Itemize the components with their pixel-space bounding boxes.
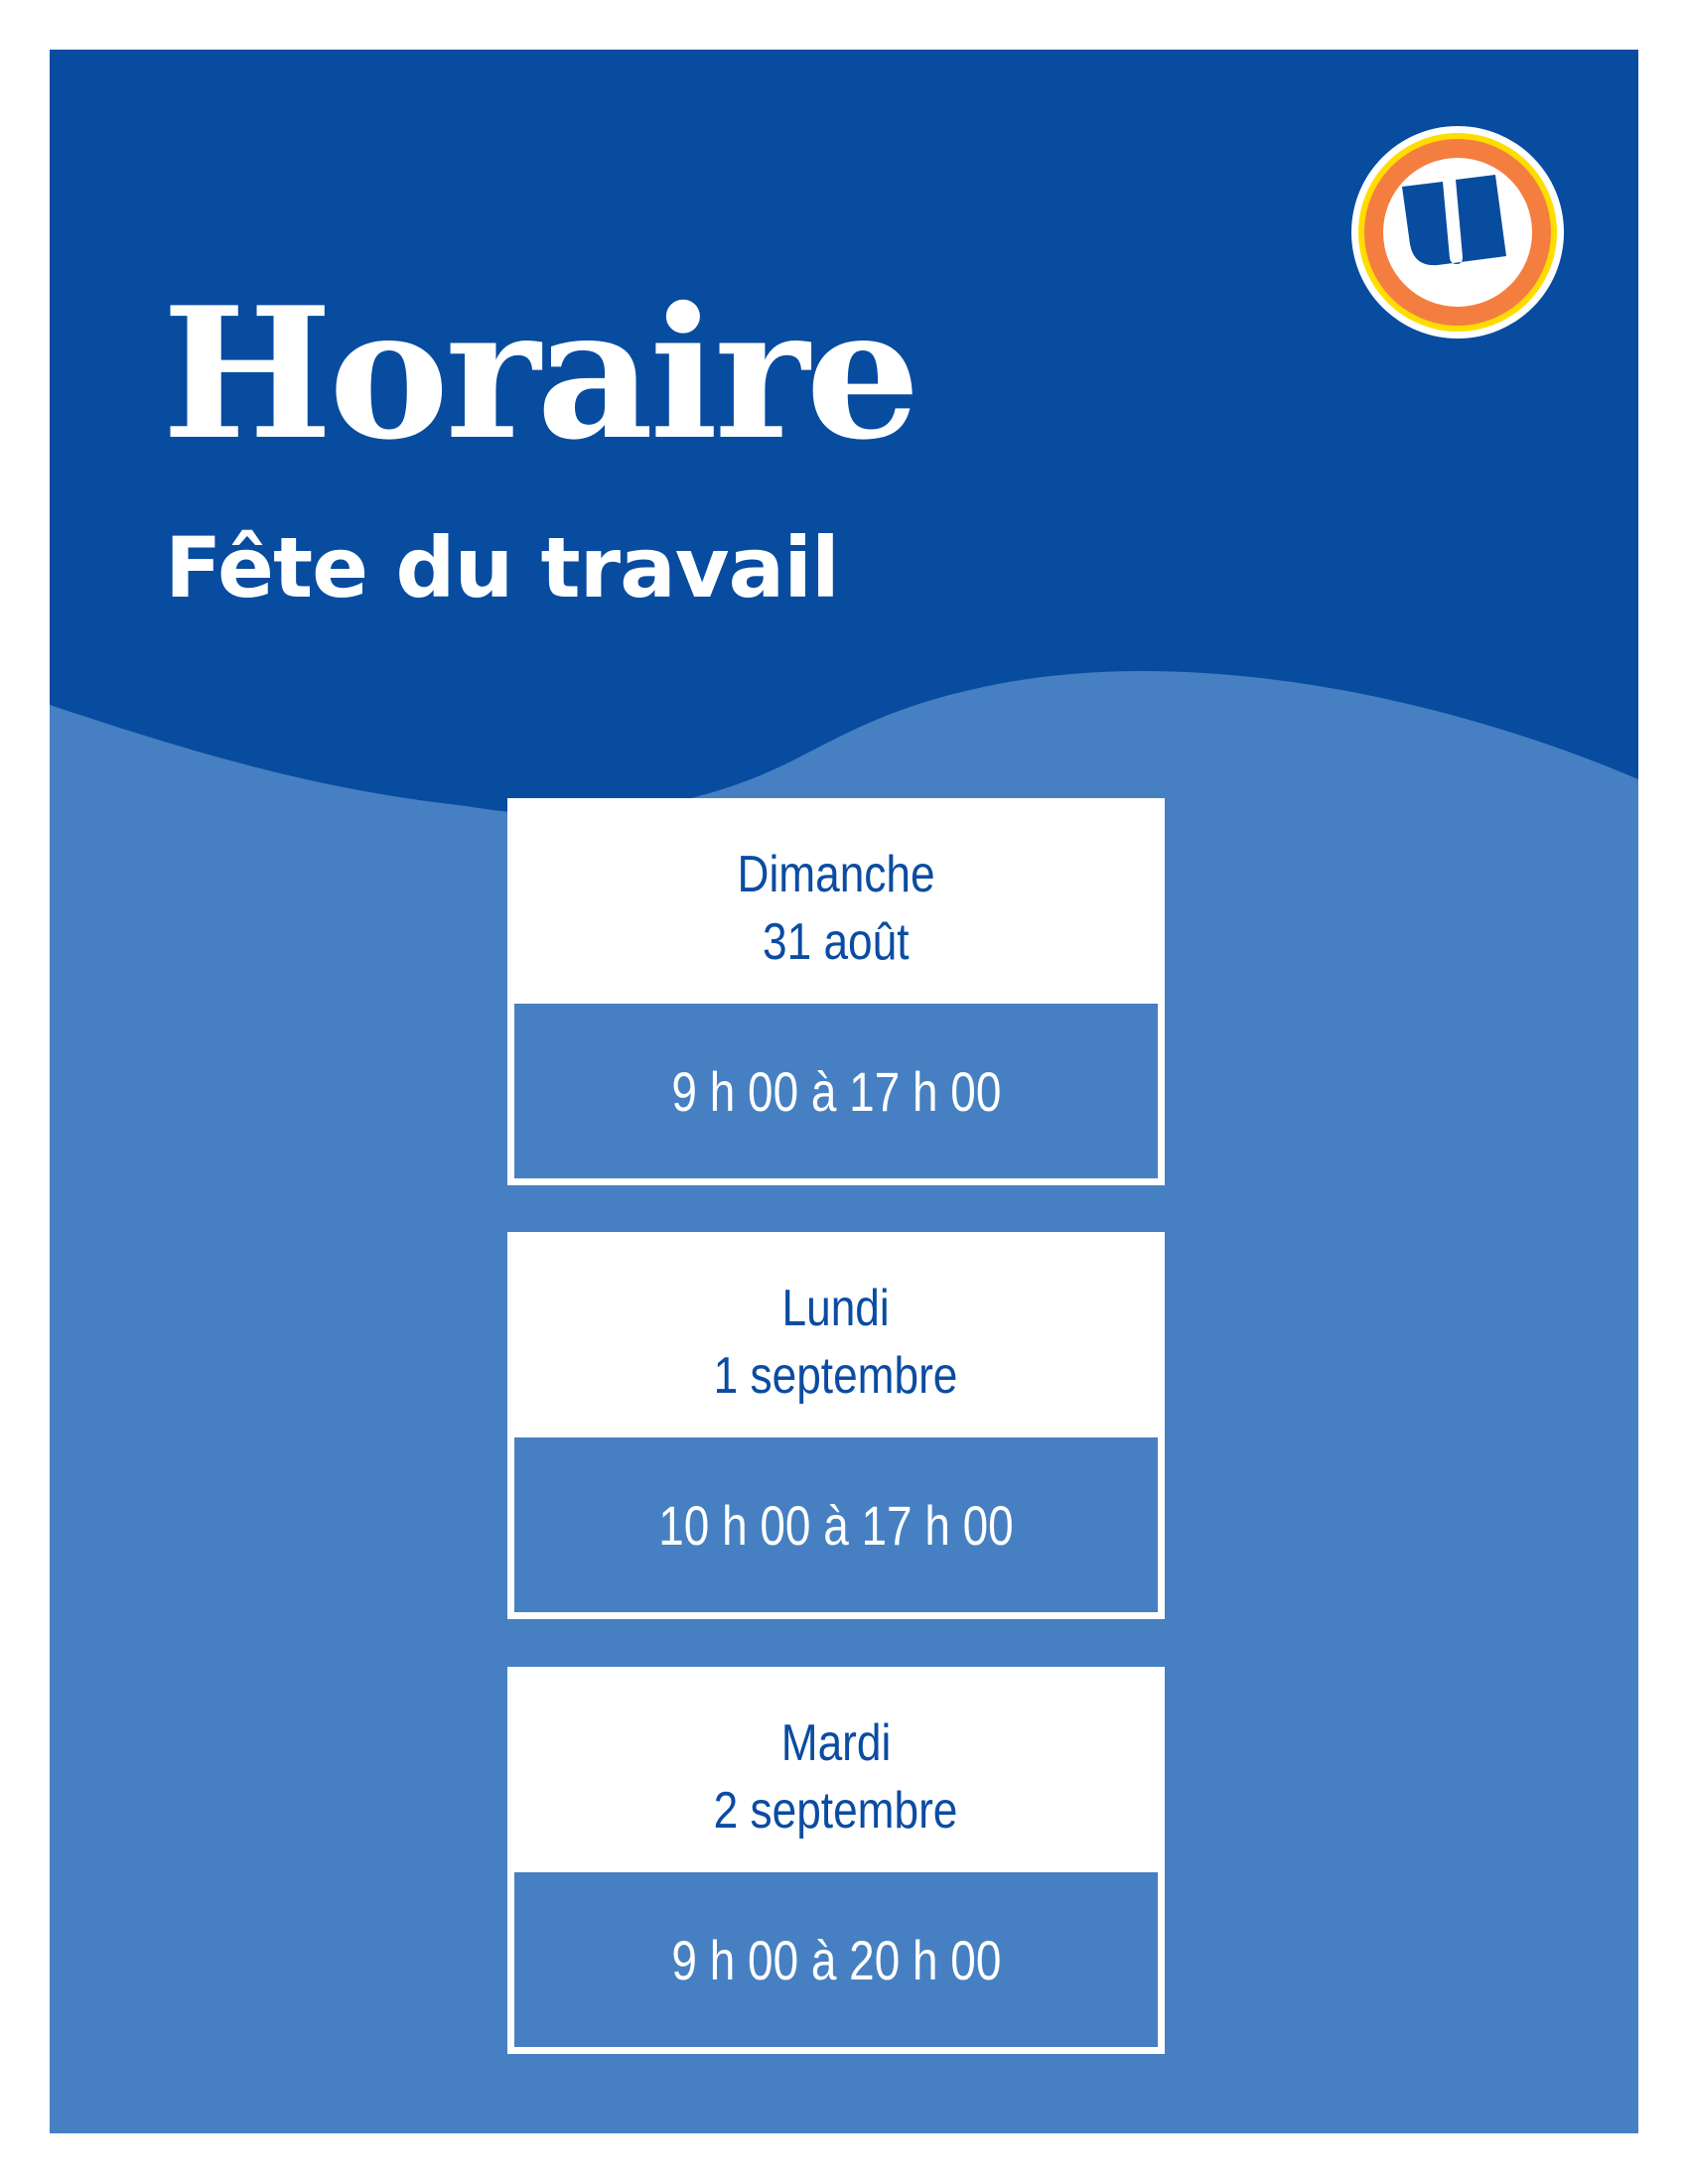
page-title: Horaire bbox=[162, 267, 920, 479]
hours-label: 10 h 00 à 17 h 00 bbox=[658, 1493, 1014, 1557]
day-label: Dimanche bbox=[737, 845, 935, 903]
u-logo-icon bbox=[1351, 126, 1564, 339]
day-label: Mardi bbox=[780, 1713, 892, 1772]
date-label: 31 août bbox=[763, 912, 910, 971]
date-label: 1 septembre bbox=[714, 1346, 958, 1405]
schedule-card: Dimanche 31 août 9 h 00 à 17 h 00 bbox=[507, 798, 1165, 1185]
date-label: 2 septembre bbox=[714, 1781, 958, 1840]
schedule-card: Mardi 2 septembre 9 h 00 à 20 h 00 bbox=[507, 1667, 1165, 2054]
poster: Horaire Fête du travail Dimanche 31 août… bbox=[50, 50, 1638, 2133]
schedule-card: Lundi 1 septembre 10 h 00 à 17 h 00 bbox=[507, 1232, 1165, 1619]
wave-background bbox=[50, 50, 1638, 815]
day-label: Lundi bbox=[781, 1279, 891, 1337]
hours-label: 9 h 00 à 20 h 00 bbox=[671, 1928, 1001, 1991]
hours-label: 9 h 00 à 17 h 00 bbox=[671, 1059, 1001, 1123]
page-subtitle: Fête du travail bbox=[165, 519, 840, 616]
